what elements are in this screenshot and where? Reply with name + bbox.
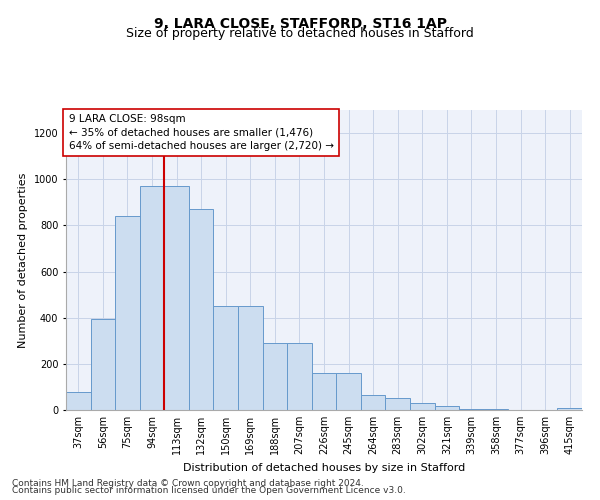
Bar bbox=[385, 398, 410, 410]
Bar bbox=[459, 409, 484, 410]
Bar bbox=[263, 343, 287, 410]
Bar bbox=[312, 373, 336, 410]
Bar bbox=[164, 186, 189, 410]
Bar bbox=[557, 408, 582, 410]
Bar bbox=[336, 373, 361, 410]
Bar bbox=[410, 403, 434, 410]
Y-axis label: Number of detached properties: Number of detached properties bbox=[18, 172, 28, 348]
Bar bbox=[287, 343, 312, 410]
Text: 9 LARA CLOSE: 98sqm
← 35% of detached houses are smaller (1,476)
64% of semi-det: 9 LARA CLOSE: 98sqm ← 35% of detached ho… bbox=[68, 114, 334, 151]
Bar bbox=[91, 319, 115, 410]
Bar bbox=[484, 409, 508, 410]
Bar bbox=[140, 186, 164, 410]
Text: Contains public sector information licensed under the Open Government Licence v3: Contains public sector information licen… bbox=[12, 486, 406, 495]
X-axis label: Distribution of detached houses by size in Stafford: Distribution of detached houses by size … bbox=[183, 462, 465, 472]
Bar bbox=[361, 396, 385, 410]
Bar bbox=[238, 306, 263, 410]
Bar bbox=[214, 306, 238, 410]
Bar bbox=[434, 406, 459, 410]
Text: Size of property relative to detached houses in Stafford: Size of property relative to detached ho… bbox=[126, 28, 474, 40]
Bar bbox=[115, 216, 140, 410]
Text: Contains HM Land Registry data © Crown copyright and database right 2024.: Contains HM Land Registry data © Crown c… bbox=[12, 478, 364, 488]
Bar bbox=[189, 209, 214, 410]
Text: 9, LARA CLOSE, STAFFORD, ST16 1AP: 9, LARA CLOSE, STAFFORD, ST16 1AP bbox=[154, 18, 446, 32]
Bar bbox=[66, 392, 91, 410]
